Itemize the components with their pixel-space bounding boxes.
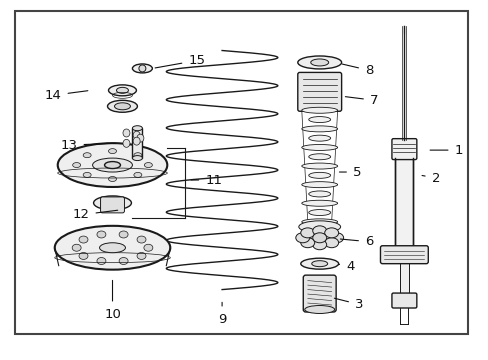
Ellipse shape — [301, 144, 337, 150]
Ellipse shape — [108, 85, 136, 96]
Text: 14: 14 — [44, 89, 88, 102]
Ellipse shape — [301, 182, 337, 188]
Ellipse shape — [79, 236, 88, 243]
FancyBboxPatch shape — [380, 246, 427, 264]
Text: 7: 7 — [345, 94, 378, 107]
Ellipse shape — [300, 258, 338, 269]
Ellipse shape — [324, 228, 338, 238]
Bar — [399, 262, 408, 294]
Text: 5: 5 — [339, 166, 361, 179]
Ellipse shape — [134, 172, 142, 177]
Ellipse shape — [122, 129, 130, 137]
Ellipse shape — [298, 221, 340, 233]
Ellipse shape — [116, 87, 128, 93]
Text: 8: 8 — [342, 64, 373, 77]
Ellipse shape — [104, 162, 120, 168]
Ellipse shape — [132, 126, 142, 131]
Ellipse shape — [73, 163, 81, 167]
Ellipse shape — [324, 238, 338, 248]
Ellipse shape — [312, 240, 326, 250]
Ellipse shape — [137, 134, 143, 142]
Ellipse shape — [100, 243, 125, 253]
Ellipse shape — [300, 228, 314, 238]
Ellipse shape — [97, 257, 106, 265]
Ellipse shape — [83, 172, 91, 177]
Ellipse shape — [308, 117, 330, 122]
Ellipse shape — [134, 153, 142, 158]
Ellipse shape — [301, 163, 337, 169]
Text: 6: 6 — [340, 235, 373, 248]
Ellipse shape — [119, 231, 128, 238]
Ellipse shape — [122, 139, 130, 147]
Ellipse shape — [114, 103, 130, 110]
Ellipse shape — [311, 261, 327, 267]
Ellipse shape — [297, 56, 341, 69]
Ellipse shape — [312, 233, 326, 243]
Ellipse shape — [308, 210, 330, 216]
Text: 9: 9 — [218, 302, 226, 326]
Ellipse shape — [300, 238, 314, 248]
Bar — [132, 128, 142, 158]
Ellipse shape — [108, 149, 116, 154]
Ellipse shape — [143, 244, 153, 251]
Ellipse shape — [304, 306, 334, 314]
FancyBboxPatch shape — [391, 139, 416, 159]
Ellipse shape — [132, 64, 152, 73]
Ellipse shape — [97, 231, 106, 238]
Ellipse shape — [83, 153, 91, 158]
Ellipse shape — [301, 219, 337, 225]
Ellipse shape — [308, 172, 330, 178]
Ellipse shape — [308, 135, 330, 141]
FancyBboxPatch shape — [297, 72, 341, 111]
Ellipse shape — [301, 107, 337, 113]
Bar — [395, 158, 412, 248]
Circle shape — [139, 65, 145, 72]
FancyBboxPatch shape — [101, 197, 124, 213]
Text: 15: 15 — [155, 54, 205, 68]
Ellipse shape — [107, 100, 137, 112]
Ellipse shape — [310, 59, 328, 66]
Text: 2: 2 — [421, 171, 440, 185]
Ellipse shape — [79, 252, 88, 260]
Ellipse shape — [301, 126, 337, 132]
Text: 10: 10 — [104, 280, 121, 321]
Ellipse shape — [92, 158, 132, 172]
Ellipse shape — [108, 176, 116, 181]
Text: 4: 4 — [338, 260, 354, 273]
Ellipse shape — [58, 143, 167, 187]
Text: 1: 1 — [429, 144, 463, 157]
Ellipse shape — [55, 226, 170, 270]
Ellipse shape — [93, 196, 131, 210]
Ellipse shape — [133, 137, 140, 145]
FancyBboxPatch shape — [391, 293, 416, 308]
Ellipse shape — [301, 200, 337, 206]
Ellipse shape — [132, 156, 142, 161]
Ellipse shape — [137, 252, 146, 260]
Ellipse shape — [72, 244, 81, 251]
Text: 13: 13 — [60, 139, 116, 152]
Text: 12: 12 — [72, 208, 118, 221]
Ellipse shape — [119, 257, 128, 265]
Ellipse shape — [312, 226, 326, 236]
Ellipse shape — [144, 163, 152, 167]
Text: 3: 3 — [334, 298, 363, 311]
FancyBboxPatch shape — [303, 275, 335, 312]
Text: 11: 11 — [191, 174, 222, 186]
Ellipse shape — [308, 191, 330, 197]
Ellipse shape — [295, 233, 309, 243]
Ellipse shape — [308, 154, 330, 160]
Ellipse shape — [137, 236, 146, 243]
Ellipse shape — [329, 233, 343, 243]
Ellipse shape — [133, 131, 140, 139]
